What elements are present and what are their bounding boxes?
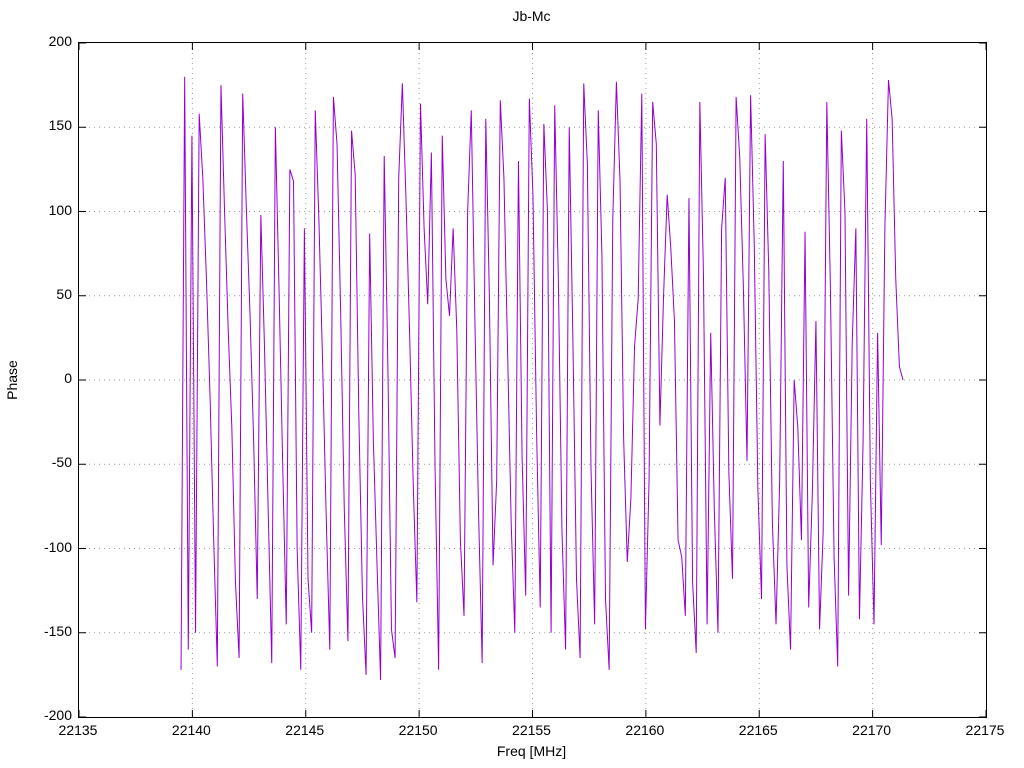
x-tick-label: 22170 xyxy=(852,722,892,738)
x-tick-label: 22150 xyxy=(398,722,438,738)
x-tick-label: 22135 xyxy=(58,722,98,738)
x-tick-label: 22175 xyxy=(965,722,1005,738)
x-axis-label: Freq [MHz] xyxy=(496,743,567,759)
y-tick-label: 50 xyxy=(56,285,72,302)
x-tick-label: 22140 xyxy=(171,722,211,738)
series-line xyxy=(180,76,904,680)
y-axis-label: Phase xyxy=(4,360,20,400)
gridlines xyxy=(79,43,986,717)
y-tick-label: -50 xyxy=(51,454,72,471)
y-tick-label: 100 xyxy=(48,201,72,218)
y-tick-label: 150 xyxy=(48,117,72,134)
y-tick-label: -150 xyxy=(43,622,72,639)
x-tick-label: 22155 xyxy=(512,722,551,738)
x-tick-label: 22165 xyxy=(738,722,778,738)
chart-title: Jb-Mc xyxy=(512,8,551,24)
y-tick-label: 200 xyxy=(48,33,72,49)
x-tick-label: 22160 xyxy=(625,722,665,738)
plot-area xyxy=(78,42,987,718)
y-tick-label: 0 xyxy=(64,370,72,386)
series-polyline xyxy=(180,76,904,680)
y-tick-label: -200 xyxy=(43,707,72,723)
x-tick-label: 22145 xyxy=(285,722,325,738)
phase-series-svg xyxy=(79,43,986,717)
y-tick-label: -100 xyxy=(43,538,72,555)
tick-marks xyxy=(79,43,986,717)
